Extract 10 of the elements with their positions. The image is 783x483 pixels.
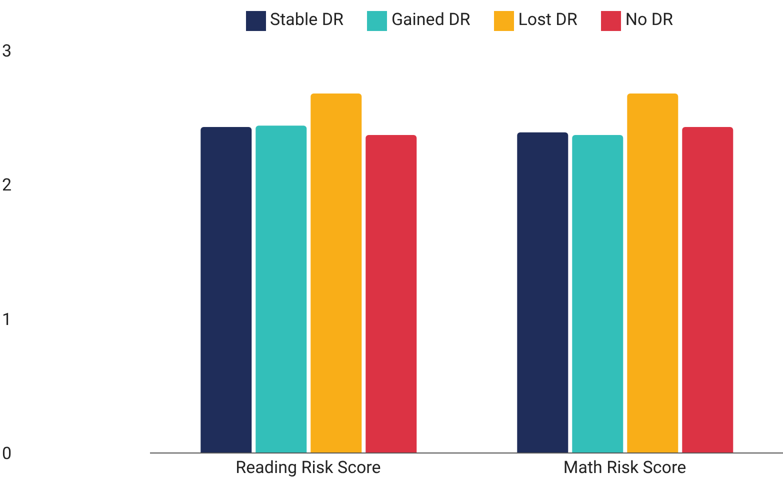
y-tick-label: 3 — [2, 42, 12, 62]
legend-label: No DR — [625, 10, 673, 30]
y-tick-label: 2 — [2, 176, 12, 196]
y-tick-label: 0 — [2, 444, 12, 464]
x-tick-label: Reading Risk Score — [236, 458, 381, 478]
x-tick-label: Math Risk Score — [563, 458, 686, 478]
y-tick-label: 1 — [2, 310, 12, 330]
legend-label: Stable DR — [270, 10, 344, 30]
legend-label: Gained DR — [391, 10, 470, 30]
legend-label: Lost DR — [518, 10, 578, 30]
